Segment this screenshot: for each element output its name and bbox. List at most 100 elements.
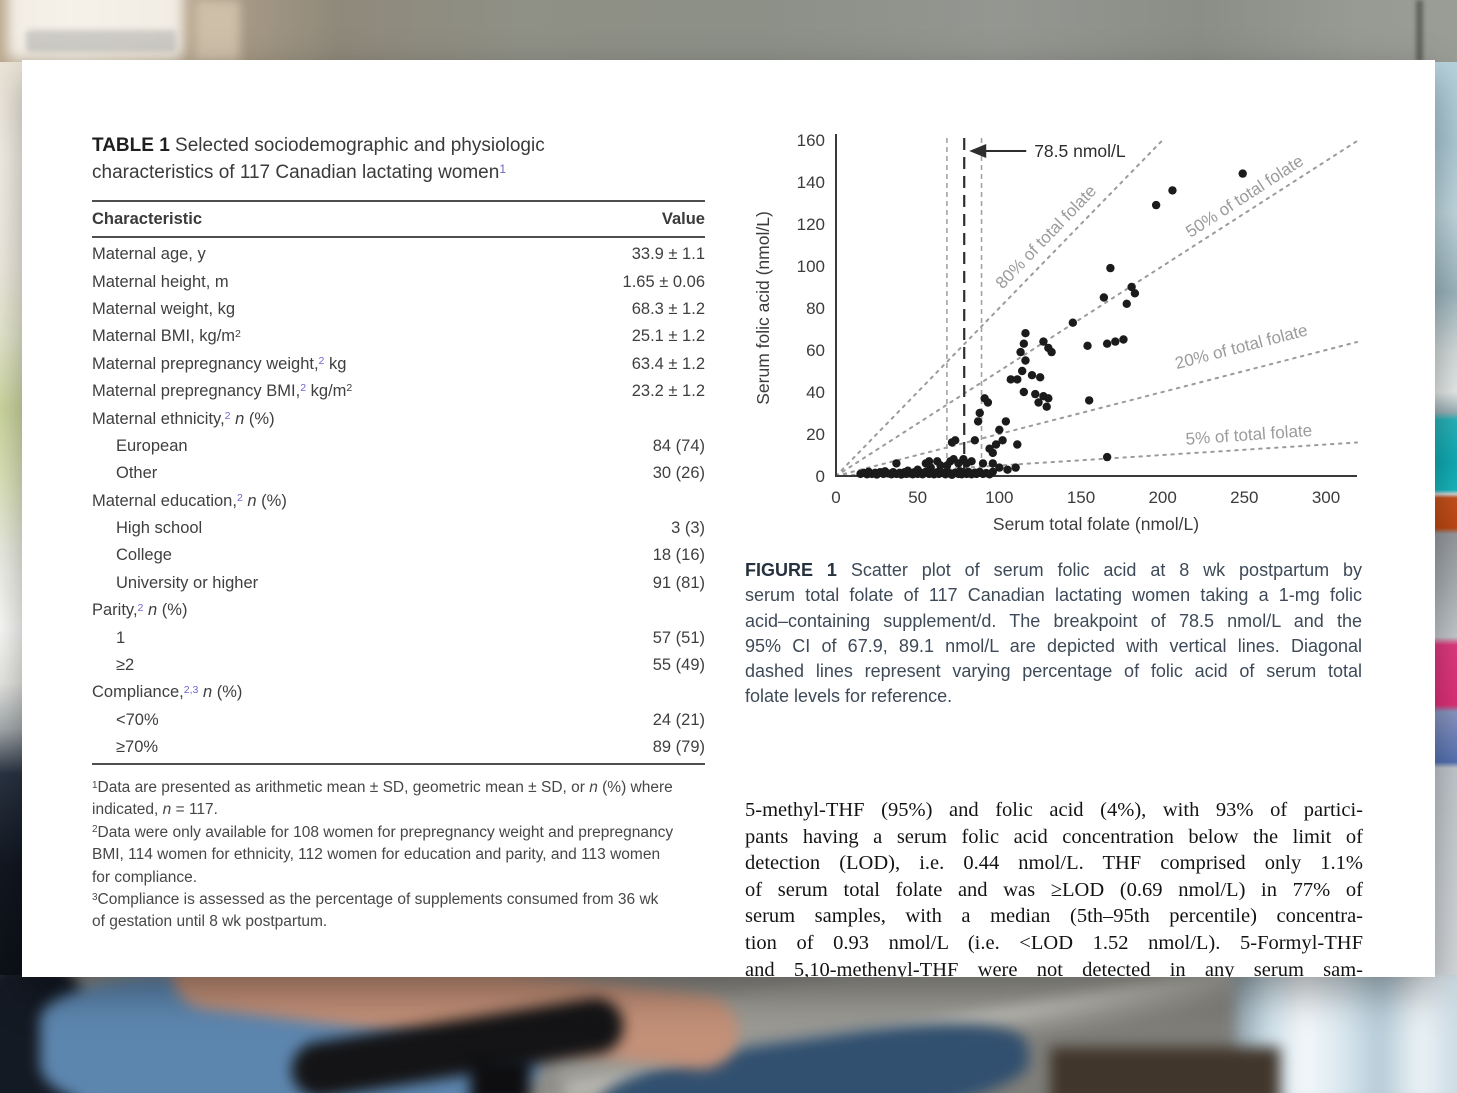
svg-text:120: 120 xyxy=(797,215,825,234)
row-value: 18 (16) xyxy=(652,546,705,565)
scatter-chart: 80% of total folate 50% of total folate 20… xyxy=(753,131,1359,534)
table-row: Maternal age, y 33.9 ± 1.1 xyxy=(92,241,705,268)
row-label: Maternal weight, kg xyxy=(92,299,236,318)
figure-caption-line: 95% CI of 67.9, 89.1 nmol/L are depicted… xyxy=(745,635,1362,656)
row-label: Maternal prepregnancy weight,2 kg xyxy=(92,354,347,373)
background-photo-bottom xyxy=(0,975,1457,1093)
svg-text:300: 300 xyxy=(1312,488,1340,507)
svg-text:50% of total folate: 50% of total folate xyxy=(1182,151,1306,241)
row-value: 30 (26) xyxy=(652,464,705,483)
table-row: Maternal height, m 1.65 ± 0.06 xyxy=(92,268,705,295)
row-value: 91 (81) xyxy=(652,573,705,592)
row-label: College xyxy=(116,546,172,565)
table-row: University or higher 91 (81) xyxy=(92,570,705,597)
figure-caption: FIGURE 1 Scatter plot of serum folic aci… xyxy=(745,558,1362,710)
row-value: 33.9 ± 1.1 xyxy=(631,245,705,264)
background-armrest-post xyxy=(470,1057,530,1093)
row-label: ≥70% xyxy=(116,738,159,757)
row-value: 84 (74) xyxy=(652,436,705,455)
row-value: 25.1 ± 1.2 xyxy=(631,327,705,346)
row-label: Maternal age, y xyxy=(92,245,206,264)
table-footnote-line: 2Data were only available for 108 women … xyxy=(92,823,674,841)
table-header-value: Value xyxy=(661,209,705,228)
row-label: Other xyxy=(116,464,158,483)
svg-text:80: 80 xyxy=(806,299,825,318)
body-text-line: tion of 0.93 nmol/L (i.e. <LOD 1.52 nmol… xyxy=(745,931,1363,954)
figure-caption-line: FIGURE 1 Scatter plot of serum folic aci… xyxy=(745,560,1363,580)
table-row: Parity,2 n (%) xyxy=(92,597,705,624)
row-value: 63.4 ± 1.2 xyxy=(631,354,705,373)
table-row: European 84 (74) xyxy=(92,433,705,460)
svg-text:100: 100 xyxy=(797,257,825,276)
table-footnote-line: 1Data are presented as arithmetic mean ±… xyxy=(92,779,673,796)
table-rule-header xyxy=(92,236,705,238)
row-label: Maternal height, m xyxy=(92,272,229,291)
background-cabinet xyxy=(1050,1047,1280,1093)
row-label: European xyxy=(116,436,188,455)
background-beam xyxy=(195,0,240,62)
row-value: 23.2 ± 1.2 xyxy=(631,382,705,401)
background-photo-top xyxy=(0,0,1457,62)
svg-text:Serum folic acid (nmol/L): Serum folic acid (nmol/L) xyxy=(753,211,773,405)
svg-text:160: 160 xyxy=(797,131,825,150)
table-footnotes: 1Data are presented as arithmetic mean ±… xyxy=(92,777,709,934)
table-title: TABLE 1 Selected sociodemographic and ph… xyxy=(92,132,652,186)
table-row: Maternal ethnicity,2 n (%) xyxy=(92,405,705,432)
table-row: ≥70% 89 (79) xyxy=(92,734,705,761)
row-label: 1 xyxy=(116,628,126,647)
svg-text:100: 100 xyxy=(985,488,1013,507)
table-row: Maternal weight, kg 68.3 ± 1.2 xyxy=(92,296,705,323)
table-rule-bottom xyxy=(92,763,705,765)
figure-caption-line: serum total folate of 117 Canadian lacta… xyxy=(745,585,1362,606)
row-label: <70% xyxy=(116,710,159,729)
table-footnote-line: of gestation until 8 wk postpartum. xyxy=(92,913,328,931)
body-text-line: of serum total folate and was ≥LOD (0.69… xyxy=(745,878,1363,901)
body-text-line: pants having a serum folic acid concentr… xyxy=(745,825,1363,848)
table-footnote-line: indicated, n = 117. xyxy=(92,801,218,819)
table-rule-top xyxy=(92,200,705,202)
figure-caption-line: folate levels for reference. xyxy=(745,686,953,707)
svg-text:250: 250 xyxy=(1230,488,1258,507)
figure-caption-line: dashed lines represent varying percentag… xyxy=(745,661,1362,682)
table-body: Maternal age, y 33.9 ± 1.1 Maternal height… xyxy=(92,241,705,761)
row-label: Parity,2 n (%) xyxy=(92,601,188,620)
svg-text:50: 50 xyxy=(908,488,927,507)
svg-text:78.5 nmol/L: 78.5 nmol/L xyxy=(1034,141,1126,161)
svg-text:20% of total folate: 20% of total folate xyxy=(1173,321,1310,373)
background-blurred-logo xyxy=(26,30,176,52)
background-window-frame xyxy=(8,0,183,60)
table-footnote-line: 3Compliance is assessed as the percentag… xyxy=(92,891,659,909)
table-row: ≥2 55 (49) xyxy=(92,652,705,679)
row-label: Maternal ethnicity,2 n (%) xyxy=(92,409,275,428)
svg-text:80% of total folate: 80% of total folate xyxy=(992,181,1100,292)
body-text-line: serum samples, with a median (5th–95th p… xyxy=(745,905,1363,928)
body-paragraph: 5-methyl-THF (95%) and folic acid (4%), … xyxy=(745,797,1363,977)
table-title-line: characteristics of 117 Canadian lactatin… xyxy=(92,161,507,183)
table-title-line: TABLE 1 Selected sociodemographic and ph… xyxy=(92,135,545,156)
svg-text:Serum total folate (nmol/L): Serum total folate (nmol/L) xyxy=(993,514,1199,534)
background-photo-left xyxy=(0,62,22,975)
svg-text:200: 200 xyxy=(1148,488,1176,507)
table-row: Maternal prepregnancy weight,2 kg 63.4 ± … xyxy=(92,351,705,378)
table-row: Maternal BMI, kg/m2 25.1 ± 1.2 xyxy=(92,323,705,350)
svg-text:0: 0 xyxy=(816,467,825,486)
row-value: 24 (21) xyxy=(652,710,705,729)
row-value: 68.3 ± 1.2 xyxy=(631,299,705,318)
row-value: 89 (79) xyxy=(652,738,705,757)
svg-text:20: 20 xyxy=(806,425,825,444)
row-value: 3 (3) xyxy=(671,519,705,538)
article-page: TABLE 1 Selected sociodemographic and ph… xyxy=(22,60,1435,977)
background-lab-shelf xyxy=(1435,62,1457,975)
row-label: University or higher xyxy=(116,573,259,592)
row-label: Maternal prepregnancy BMI,2 kg/m2 xyxy=(92,382,353,401)
table-row: Other 30 (26) xyxy=(92,460,705,487)
row-label: ≥2 xyxy=(116,656,135,675)
table-footnote-line: for compliance. xyxy=(92,868,198,886)
row-label: Maternal BMI, kg/m2 xyxy=(92,327,241,346)
row-value: 57 (51) xyxy=(652,628,705,647)
svg-text:60: 60 xyxy=(806,341,825,360)
table-footnote-line: BMI, 114 women for ethnicity, 112 women … xyxy=(92,846,661,864)
table-header-characteristic: Characteristic xyxy=(92,209,203,228)
table-row: Maternal education,2 n (%) xyxy=(92,488,705,515)
